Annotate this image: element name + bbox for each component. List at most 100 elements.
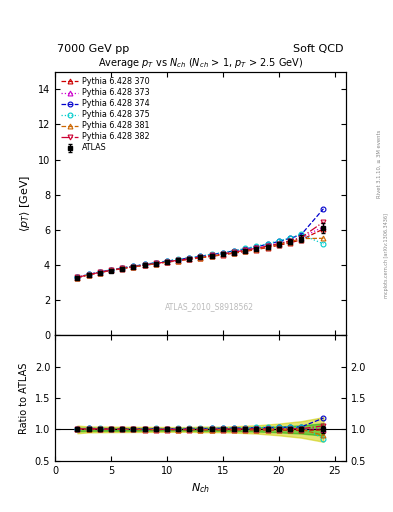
Pythia 6.428 381 bbox=[254, 246, 259, 252]
Pythia 6.428 370 bbox=[276, 242, 281, 248]
Pythia 6.428 373 bbox=[108, 267, 113, 273]
Pythia 6.428 381 bbox=[153, 261, 158, 267]
Pythia 6.428 373 bbox=[288, 238, 292, 244]
Pythia 6.428 373 bbox=[97, 269, 102, 275]
Pythia 6.428 382 bbox=[254, 245, 259, 251]
Line: Pythia 6.428 373: Pythia 6.428 373 bbox=[75, 224, 326, 280]
Pythia 6.428 382 bbox=[86, 271, 91, 278]
Pythia 6.428 373 bbox=[220, 251, 225, 257]
Pythia 6.428 381 bbox=[142, 262, 147, 268]
Line: Pythia 6.428 375: Pythia 6.428 375 bbox=[75, 232, 326, 280]
Pythia 6.428 374 bbox=[120, 265, 125, 271]
Pythia 6.428 382 bbox=[299, 234, 303, 241]
Pythia 6.428 373 bbox=[165, 259, 169, 265]
Pythia 6.428 381 bbox=[265, 244, 270, 250]
Pythia 6.428 374 bbox=[165, 258, 169, 264]
Title: Average $p_T$ vs $N_{ch}$ ($N_{ch}$ > 1, $p_T$ > 2.5 GeV): Average $p_T$ vs $N_{ch}$ ($N_{ch}$ > 1,… bbox=[98, 56, 303, 70]
Pythia 6.428 373 bbox=[187, 255, 192, 262]
Pythia 6.428 375 bbox=[243, 245, 248, 251]
Pythia 6.428 381 bbox=[176, 258, 180, 264]
Y-axis label: Ratio to ATLAS: Ratio to ATLAS bbox=[19, 362, 29, 434]
Pythia 6.428 382 bbox=[176, 257, 180, 263]
Pythia 6.428 370 bbox=[288, 240, 292, 246]
Pythia 6.428 374 bbox=[231, 248, 236, 254]
Pythia 6.428 370 bbox=[321, 226, 326, 232]
Pythia 6.428 381 bbox=[299, 236, 303, 242]
Pythia 6.428 370 bbox=[187, 257, 192, 263]
Pythia 6.428 374 bbox=[97, 269, 102, 275]
Pythia 6.428 375 bbox=[276, 238, 281, 244]
Pythia 6.428 373 bbox=[120, 265, 125, 271]
Pythia 6.428 374 bbox=[198, 253, 203, 260]
Pythia 6.428 375 bbox=[198, 253, 203, 259]
Pythia 6.428 373 bbox=[75, 274, 80, 281]
Pythia 6.428 381 bbox=[75, 274, 80, 281]
Pythia 6.428 381 bbox=[86, 272, 91, 278]
Pythia 6.428 373 bbox=[142, 262, 147, 268]
Y-axis label: $\langle p_T \rangle$ [GeV]: $\langle p_T \rangle$ [GeV] bbox=[18, 175, 32, 232]
Pythia 6.428 382 bbox=[97, 269, 102, 275]
Pythia 6.428 373 bbox=[243, 247, 248, 253]
Pythia 6.428 382 bbox=[288, 238, 292, 244]
Pythia 6.428 370 bbox=[299, 237, 303, 243]
Pythia 6.428 373 bbox=[131, 263, 136, 269]
Pythia 6.428 382 bbox=[198, 254, 203, 260]
Pythia 6.428 373 bbox=[176, 257, 180, 263]
Pythia 6.428 374 bbox=[153, 260, 158, 266]
Text: mcplots.cern.ch [arXiv:1306.3436]: mcplots.cern.ch [arXiv:1306.3436] bbox=[384, 214, 389, 298]
Pythia 6.428 374 bbox=[187, 255, 192, 261]
Pythia 6.428 370 bbox=[209, 253, 214, 260]
Pythia 6.428 381 bbox=[97, 269, 102, 275]
Line: Pythia 6.428 381: Pythia 6.428 381 bbox=[75, 236, 326, 280]
Pythia 6.428 374 bbox=[276, 239, 281, 245]
Pythia 6.428 375 bbox=[265, 241, 270, 247]
Pythia 6.428 375 bbox=[86, 271, 91, 278]
Pythia 6.428 374 bbox=[321, 206, 326, 212]
Pythia 6.428 374 bbox=[209, 251, 214, 258]
Pythia 6.428 374 bbox=[86, 271, 91, 278]
Pythia 6.428 375 bbox=[209, 251, 214, 258]
Legend: Pythia 6.428 370, Pythia 6.428 373, Pythia 6.428 374, Pythia 6.428 375, Pythia 6: Pythia 6.428 370, Pythia 6.428 373, Pyth… bbox=[59, 76, 151, 154]
Pythia 6.428 373 bbox=[86, 271, 91, 278]
Pythia 6.428 373 bbox=[231, 249, 236, 255]
Pythia 6.428 381 bbox=[131, 264, 136, 270]
Pythia 6.428 370 bbox=[86, 272, 91, 278]
Pythia 6.428 374 bbox=[142, 262, 147, 268]
Pythia 6.428 370 bbox=[97, 269, 102, 275]
Pythia 6.428 381 bbox=[321, 235, 326, 241]
Pythia 6.428 373 bbox=[276, 241, 281, 247]
Pythia 6.428 374 bbox=[254, 244, 259, 250]
Pythia 6.428 375 bbox=[165, 258, 169, 264]
Pythia 6.428 381 bbox=[220, 251, 225, 258]
Pythia 6.428 373 bbox=[321, 224, 326, 230]
Pythia 6.428 375 bbox=[187, 254, 192, 261]
Pythia 6.428 382 bbox=[153, 260, 158, 266]
Pythia 6.428 382 bbox=[120, 265, 125, 271]
Pythia 6.428 382 bbox=[276, 241, 281, 247]
Pythia 6.428 381 bbox=[288, 239, 292, 245]
Pythia 6.428 382 bbox=[220, 251, 225, 257]
Pythia 6.428 370 bbox=[231, 250, 236, 257]
Pythia 6.428 382 bbox=[321, 219, 326, 225]
Pythia 6.428 381 bbox=[209, 253, 214, 259]
Pythia 6.428 374 bbox=[288, 236, 292, 242]
Pythia 6.428 375 bbox=[288, 235, 292, 241]
Pythia 6.428 370 bbox=[165, 259, 169, 265]
Pythia 6.428 370 bbox=[153, 261, 158, 267]
Pythia 6.428 375 bbox=[299, 231, 303, 238]
Pythia 6.428 374 bbox=[243, 246, 248, 252]
Pythia 6.428 375 bbox=[220, 249, 225, 255]
Pythia 6.428 375 bbox=[176, 256, 180, 262]
Pythia 6.428 382 bbox=[142, 262, 147, 268]
Pythia 6.428 375 bbox=[75, 274, 80, 281]
Pythia 6.428 375 bbox=[120, 265, 125, 271]
Line: Pythia 6.428 370: Pythia 6.428 370 bbox=[75, 226, 326, 280]
Pythia 6.428 374 bbox=[75, 274, 80, 281]
Pythia 6.428 382 bbox=[131, 264, 136, 270]
Pythia 6.428 373 bbox=[254, 245, 259, 251]
Pythia 6.428 375 bbox=[142, 261, 147, 267]
Pythia 6.428 370 bbox=[131, 264, 136, 270]
Pythia 6.428 370 bbox=[265, 245, 270, 251]
Pythia 6.428 375 bbox=[231, 247, 236, 253]
Pythia 6.428 373 bbox=[153, 260, 158, 266]
